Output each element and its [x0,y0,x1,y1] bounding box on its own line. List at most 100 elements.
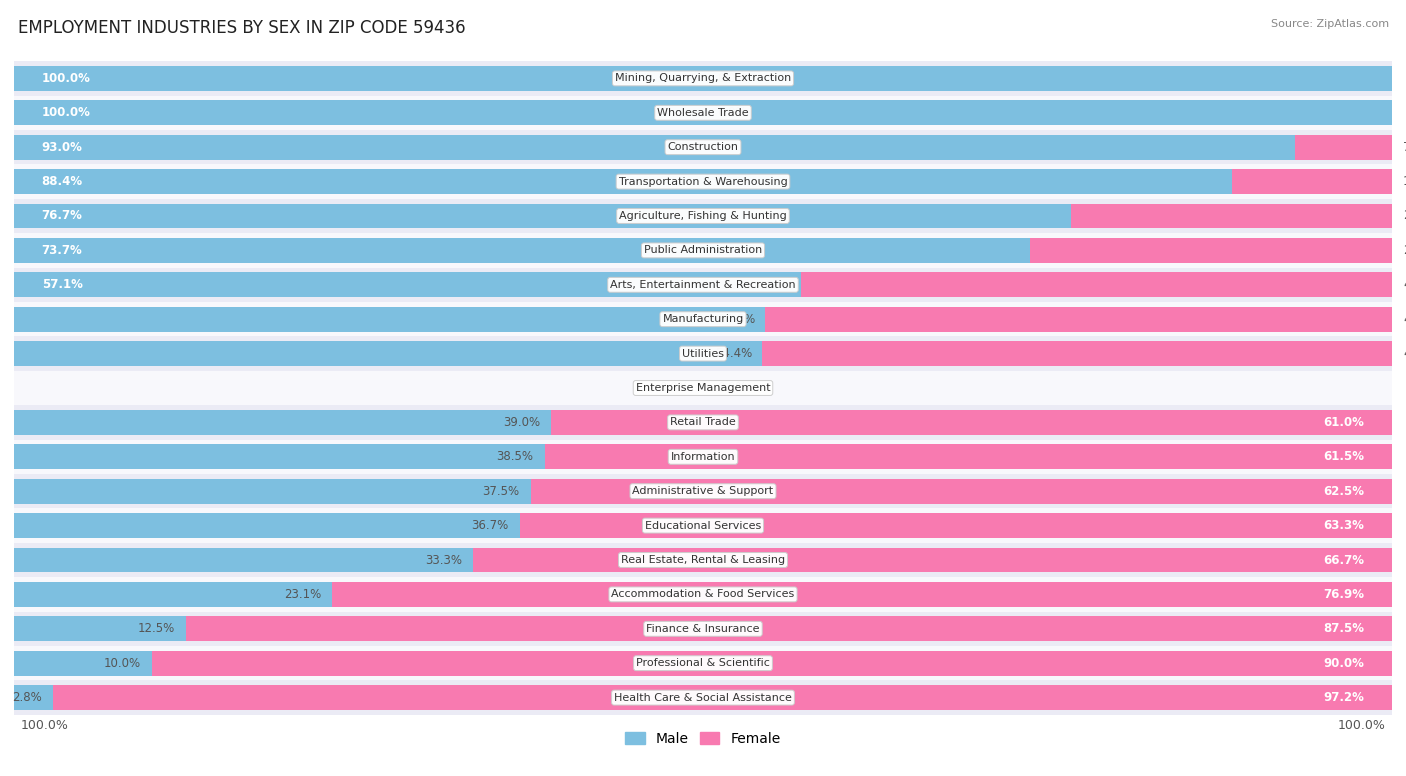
Bar [14,474,1392,508]
Bar [14,169,1232,194]
Text: 36.7%: 36.7% [471,519,509,532]
Text: Transportation & Warehousing: Transportation & Warehousing [619,177,787,186]
Bar [14,66,1392,91]
Text: 38.5%: 38.5% [496,450,533,463]
Bar [14,268,1392,302]
Text: 0.0%: 0.0% [717,106,747,120]
Bar [14,611,1392,646]
Text: 54.6%: 54.6% [718,313,755,326]
Text: 63.3%: 63.3% [1323,519,1364,532]
Bar [14,479,531,504]
Text: 42.9%: 42.9% [1403,279,1406,291]
Text: 90.0%: 90.0% [1323,656,1364,670]
Bar [1295,135,1392,160]
Bar [14,130,1392,165]
Text: 54.4%: 54.4% [716,347,752,360]
Text: 100.0%: 100.0% [1337,719,1385,732]
Text: 45.5%: 45.5% [1403,313,1406,326]
Bar [1071,203,1392,228]
Bar [14,100,1392,125]
Bar [14,371,1392,405]
Text: 100.0%: 100.0% [42,106,90,120]
Text: Health Care & Social Assistance: Health Care & Social Assistance [614,693,792,702]
Bar [14,513,520,538]
Bar [531,479,1392,504]
Text: 12.5%: 12.5% [138,622,176,636]
Text: 26.3%: 26.3% [1403,244,1406,257]
Bar [544,445,1392,469]
Text: Educational Services: Educational Services [645,521,761,531]
Text: 76.7%: 76.7% [42,210,83,223]
Text: 11.6%: 11.6% [1403,175,1406,188]
Text: Accommodation & Food Services: Accommodation & Food Services [612,590,794,599]
Text: 0.0%: 0.0% [659,382,689,394]
Text: EMPLOYMENT INDUSTRIES BY SEX IN ZIP CODE 59436: EMPLOYMENT INDUSTRIES BY SEX IN ZIP CODE… [18,19,465,37]
Bar [14,135,1295,160]
Bar [14,508,1392,542]
Text: Utilities: Utilities [682,348,724,359]
Bar [14,203,1071,228]
Bar [762,341,1392,366]
Bar [1029,238,1392,263]
Bar [14,410,551,435]
Bar [551,410,1392,435]
Bar [14,405,1392,439]
Text: Agriculture, Fishing & Hunting: Agriculture, Fishing & Hunting [619,211,787,221]
Bar [520,513,1392,538]
Bar [14,272,801,297]
Bar [14,548,472,573]
Text: 76.9%: 76.9% [1323,588,1364,601]
Text: Information: Information [671,452,735,462]
Text: 7.0%: 7.0% [1403,140,1406,154]
Bar [14,646,1392,681]
Text: 73.7%: 73.7% [42,244,83,257]
Bar [14,199,1392,234]
Bar [52,685,1392,710]
Bar [14,341,763,366]
Text: 23.1%: 23.1% [284,588,322,601]
Text: 97.2%: 97.2% [1323,691,1364,704]
Text: Administrative & Support: Administrative & Support [633,487,773,496]
Bar [14,542,1392,577]
Text: Arts, Entertainment & Recreation: Arts, Entertainment & Recreation [610,280,796,289]
Text: Finance & Insurance: Finance & Insurance [647,624,759,634]
Legend: Male, Female: Male, Female [620,726,786,751]
Text: 37.5%: 37.5% [482,485,520,497]
Bar [14,651,152,676]
Text: Source: ZipAtlas.com: Source: ZipAtlas.com [1271,19,1389,29]
Text: 0.0%: 0.0% [717,382,747,394]
Bar [801,272,1392,297]
Text: 88.4%: 88.4% [42,175,83,188]
Text: 0.0%: 0.0% [717,72,747,85]
Text: 93.0%: 93.0% [42,140,83,154]
Text: Construction: Construction [668,142,738,152]
Text: 87.5%: 87.5% [1323,622,1364,636]
Bar [1232,169,1392,194]
Text: 45.7%: 45.7% [1403,347,1406,360]
Text: 33.3%: 33.3% [425,553,463,566]
Bar [186,616,1392,641]
Bar [14,445,544,469]
Bar [14,337,1392,371]
Bar [14,165,1392,199]
Text: 61.0%: 61.0% [1323,416,1364,429]
Text: 57.1%: 57.1% [42,279,83,291]
Bar [14,234,1392,268]
Bar [14,61,1392,95]
Bar [472,548,1392,573]
Text: 66.7%: 66.7% [1323,553,1364,566]
Text: 100.0%: 100.0% [42,72,90,85]
Bar [14,582,332,607]
Bar [152,651,1392,676]
Bar [14,302,1392,337]
Text: 39.0%: 39.0% [503,416,540,429]
Text: Public Administration: Public Administration [644,245,762,255]
Text: Enterprise Management: Enterprise Management [636,383,770,393]
Bar [14,95,1392,130]
Bar [14,616,186,641]
Text: Retail Trade: Retail Trade [671,417,735,428]
Bar [14,681,1392,715]
Bar [14,577,1392,611]
Text: 62.5%: 62.5% [1323,485,1364,497]
Bar [14,238,1029,263]
